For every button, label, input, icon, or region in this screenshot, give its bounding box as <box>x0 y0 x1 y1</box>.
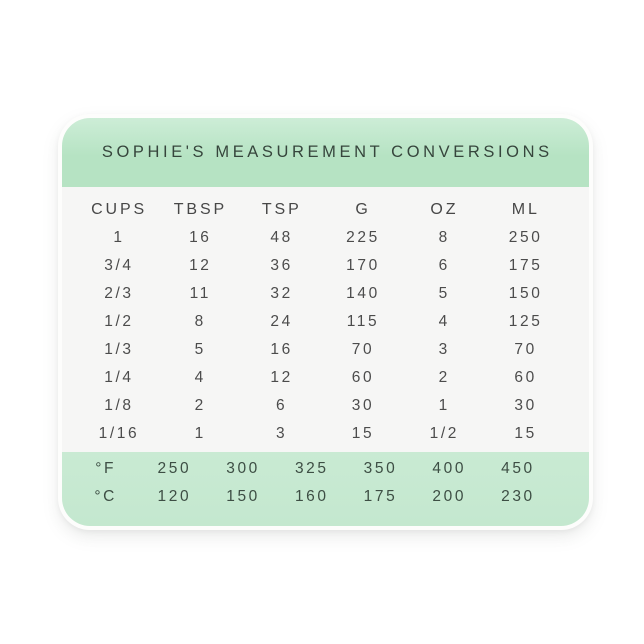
table-cell: 2 <box>438 369 450 386</box>
table-row: 1/8 2 6 30 1 30 <box>77 392 565 420</box>
table-row: 1 16 48 225 8 250 <box>77 224 565 252</box>
table-cell: 1 <box>113 229 125 246</box>
conversion-table: CUPS TBSP TSP G OZ ML 1 16 48 225 8 250 3/4 12 36 170 6… <box>62 187 589 452</box>
table-cell: 60 <box>514 369 537 386</box>
table-cell: 2/3 <box>104 285 134 302</box>
table-cell: 225 <box>346 229 380 246</box>
column-header: OZ <box>430 201 459 218</box>
temp-value: 250 <box>157 460 192 477</box>
temp-value: 150 <box>226 488 260 505</box>
column-header: ML <box>511 201 540 218</box>
table-cell: 3/4 <box>104 257 134 274</box>
temp-value: 175 <box>363 488 398 505</box>
table-cell: 4 <box>194 369 206 386</box>
table-cell: 6 <box>276 397 288 414</box>
temp-value: 160 <box>294 488 329 505</box>
table-cell: 15 <box>514 425 537 442</box>
table-header-row: CUPS TBSP TSP G OZ ML <box>77 196 565 224</box>
table-cell: 115 <box>346 313 380 330</box>
table-cell: 2 <box>194 397 206 414</box>
temp-unit-label: °F <box>95 460 117 477</box>
temp-value: 350 <box>363 460 398 477</box>
table-cell: 150 <box>508 285 543 302</box>
table-row: 1/16 1 3 15 1/2 15 <box>77 420 565 448</box>
table-cell: 11 <box>189 285 211 302</box>
table-cell: 170 <box>346 257 380 274</box>
table-cell: 36 <box>270 257 293 274</box>
temp-value: 325 <box>294 460 329 477</box>
table-cell: 48 <box>270 229 293 246</box>
table-cell: 70 <box>351 341 375 358</box>
temp-value: 200 <box>432 488 467 505</box>
table-cell: 24 <box>270 313 293 330</box>
column-header: G <box>355 201 371 218</box>
table-row: 1/4 4 12 60 2 60 <box>77 364 565 392</box>
table-row: 1/2 8 24 115 4 125 <box>77 308 565 336</box>
temp-value: 230 <box>501 488 535 505</box>
table-cell: 175 <box>508 257 543 274</box>
table-cell: 16 <box>270 341 293 358</box>
table-cell: 3 <box>438 341 450 358</box>
temp-unit-label: °C <box>94 488 117 505</box>
temp-value: 300 <box>226 460 260 477</box>
temperature-section: °F 250 300 325 350 400 450 °C 120 150 160 175 200 23… <box>62 452 589 526</box>
table-cell: 30 <box>514 397 537 414</box>
table-cell: 1/2 <box>104 313 134 330</box>
table-cell: 1 <box>438 397 450 414</box>
table-cell: 16 <box>189 229 212 246</box>
table-row: 1/3 5 16 70 3 70 <box>77 336 565 364</box>
table-cell: 30 <box>351 397 375 414</box>
table-cell: 60 <box>351 369 375 386</box>
fahrenheit-row: °F 250 300 325 350 400 450 <box>70 455 551 483</box>
temp-value: 400 <box>432 460 467 477</box>
table-cell: 12 <box>270 369 293 386</box>
table-cell: 1/8 <box>104 397 134 414</box>
table-row: 2/3 11 32 140 5 150 <box>77 280 565 308</box>
card-header: SOPHIE'S MEASUREMENT CONVERSIONS <box>62 118 589 187</box>
table-cell: 3 <box>276 425 288 442</box>
column-header: CUPS <box>91 201 148 218</box>
table-cell: 4 <box>438 313 450 330</box>
temp-value: 120 <box>157 488 192 505</box>
table-cell: 8 <box>194 313 206 330</box>
table-cell: 1/3 <box>104 341 134 358</box>
table-row: 3/4 12 36 170 6 175 <box>77 252 565 280</box>
table-cell: 1/16 <box>98 425 140 442</box>
table-cell: 70 <box>514 341 537 358</box>
column-header: TBSP <box>173 201 228 218</box>
table-cell: 5 <box>194 341 206 358</box>
table-cell: 125 <box>508 313 543 330</box>
printed-area: SOPHIE'S MEASUREMENT CONVERSIONS CUPS TBS… <box>62 118 589 526</box>
table-cell: 12 <box>189 257 212 274</box>
table-cell: 6 <box>438 257 450 274</box>
table-cell: 8 <box>438 229 450 246</box>
table-cell: 1 <box>194 425 206 442</box>
chart-title: SOPHIE'S MEASUREMENT CONVERSIONS <box>101 143 553 161</box>
conversion-chart-magnet: SOPHIE'S MEASUREMENT CONVERSIONS CUPS TBS… <box>58 114 593 530</box>
table-cell: 15 <box>351 425 375 442</box>
table-cell: 1/4 <box>104 369 134 386</box>
column-header: TSP <box>261 201 302 218</box>
table-cell: 32 <box>270 285 293 302</box>
table-rows: 1 16 48 225 8 250 3/4 12 36 170 6 175 2/3 11 32 140 5 150… <box>62 224 589 448</box>
table-cell: 250 <box>508 229 543 246</box>
celsius-row: °C 120 150 160 175 200 230 <box>70 483 551 511</box>
table-cell: 140 <box>346 285 380 302</box>
table-cell: 5 <box>438 285 450 302</box>
table-cell: 1/2 <box>429 425 459 442</box>
temp-value: 450 <box>501 460 535 477</box>
